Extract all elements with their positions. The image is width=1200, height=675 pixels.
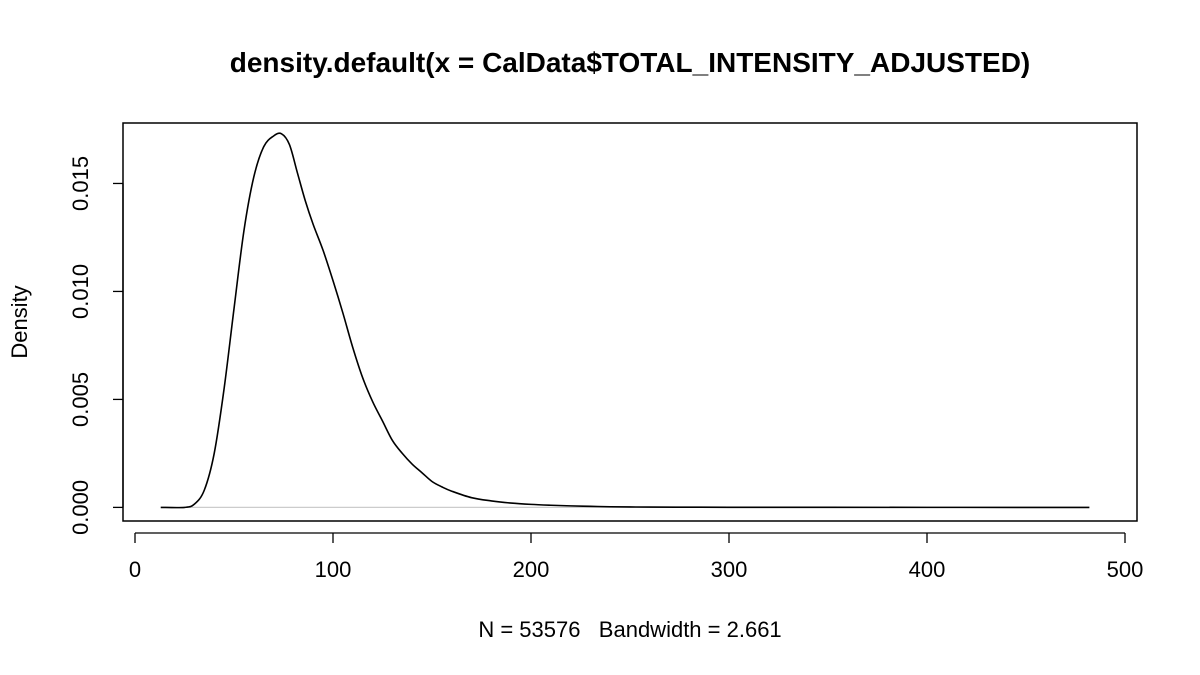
y-tick-label: 0.010 bbox=[68, 264, 93, 319]
y-tick-label: 0.005 bbox=[68, 372, 93, 427]
x-tick-label: 0 bbox=[129, 557, 141, 582]
plot-frame bbox=[122, 122, 1138, 522]
y-tick-label: 0.000 bbox=[68, 480, 93, 535]
x-tick-label: 400 bbox=[909, 557, 946, 582]
y-axis: 0.000 0.005 0.010 0.015 bbox=[68, 156, 124, 535]
x-axis: 0 100 200 300 400 500 bbox=[129, 532, 1144, 582]
y-tick-label: 0.015 bbox=[68, 156, 93, 211]
x-tick-label: 500 bbox=[1107, 557, 1144, 582]
x-axis-label: N = 53576 Bandwidth = 2.661 bbox=[478, 617, 781, 642]
chart-title: density.default(x = CalData$TOTAL_INTENS… bbox=[230, 47, 1031, 78]
x-tick-label: 100 bbox=[315, 557, 352, 582]
density-curve bbox=[160, 132, 1090, 509]
x-tick-label: 300 bbox=[711, 557, 748, 582]
x-tick-label: 200 bbox=[513, 557, 550, 582]
y-axis-label: Density bbox=[7, 285, 32, 358]
